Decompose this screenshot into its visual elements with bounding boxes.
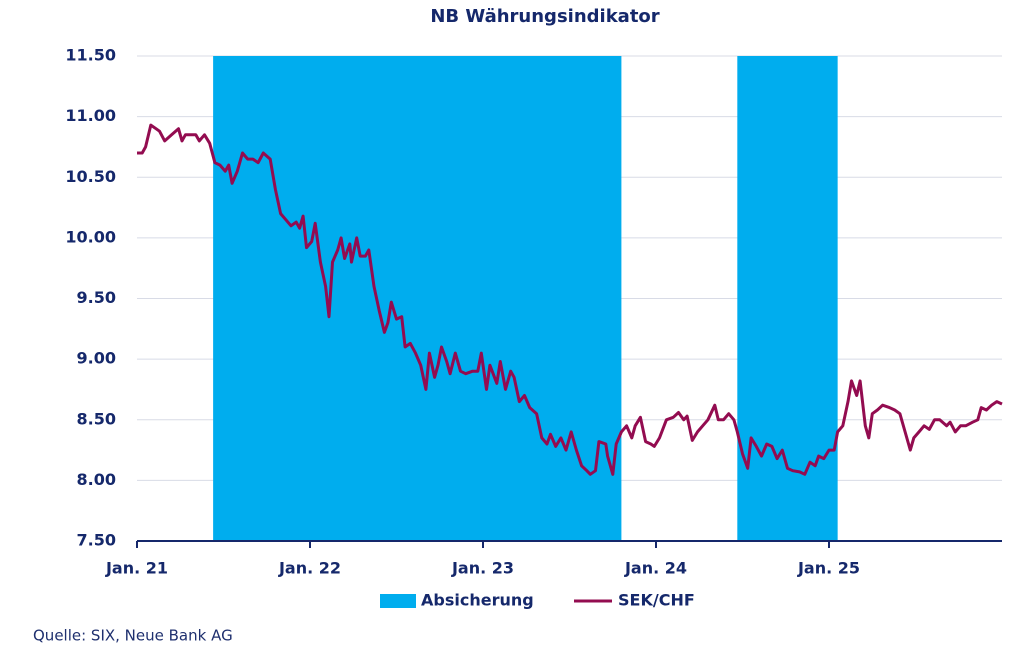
y-tick-label: 11.50 bbox=[65, 46, 116, 65]
legend-swatch bbox=[380, 594, 416, 608]
y-tick-label: 7.50 bbox=[77, 531, 116, 550]
hedge-span bbox=[737, 56, 838, 541]
x-tick-label: Jan. 23 bbox=[451, 559, 514, 578]
chart-title: NB Währungsindikator bbox=[430, 6, 659, 27]
line-series bbox=[137, 123, 1003, 476]
x-tick-label: Jan. 21 bbox=[105, 559, 168, 578]
hedge-span bbox=[213, 56, 622, 541]
y-tick-label: 10.50 bbox=[65, 167, 116, 186]
source-note: Quelle: SIX, Neue Bank AG bbox=[33, 627, 233, 645]
y-tick-label: 8.50 bbox=[77, 409, 116, 428]
y-tick-label: 9.50 bbox=[77, 288, 116, 307]
y-tick-label: 9.00 bbox=[77, 349, 116, 368]
y-tick-label: 10.00 bbox=[65, 227, 116, 246]
x-tick-label: Jan. 24 bbox=[624, 559, 687, 578]
legend-label: Absicherung bbox=[421, 591, 534, 610]
y-tick-label: 8.00 bbox=[77, 470, 116, 489]
x-tick-label: Jan. 22 bbox=[278, 559, 341, 578]
y-tick-label: 11.00 bbox=[65, 106, 116, 125]
x-tick-label: Jan. 25 bbox=[797, 559, 860, 578]
legend-label: SEK/CHF bbox=[618, 591, 695, 610]
